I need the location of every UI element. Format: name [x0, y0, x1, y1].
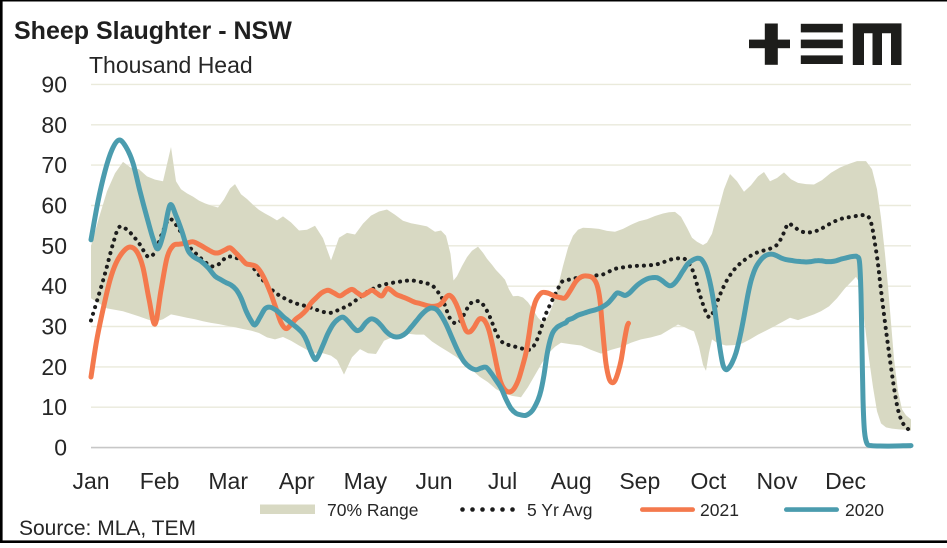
svg-text:Mar: Mar — [208, 468, 248, 494]
svg-text:70% Range: 70% Range — [327, 500, 418, 520]
svg-text:2021: 2021 — [700, 500, 739, 520]
svg-text:May: May — [344, 468, 388, 494]
svg-text:0: 0 — [54, 435, 67, 461]
svg-text:60: 60 — [41, 193, 67, 219]
svg-text:Jul: Jul — [488, 468, 517, 494]
svg-text:50: 50 — [41, 233, 67, 259]
svg-text:Jun: Jun — [415, 468, 452, 494]
svg-text:30: 30 — [41, 314, 67, 340]
svg-text:2020: 2020 — [845, 500, 884, 520]
svg-text:Jan: Jan — [72, 468, 109, 494]
svg-text:Sheep Slaughter - NSW: Sheep Slaughter - NSW — [14, 17, 292, 45]
svg-text:5 Yr Avg: 5 Yr Avg — [527, 500, 593, 520]
svg-text:Feb: Feb — [140, 468, 180, 494]
svg-text:40: 40 — [41, 273, 67, 299]
svg-text:Sep: Sep — [619, 468, 660, 494]
svg-text:Dec: Dec — [825, 468, 866, 494]
svg-text:90: 90 — [41, 71, 67, 97]
svg-text:Oct: Oct — [691, 468, 727, 494]
svg-text:Nov: Nov — [757, 468, 798, 494]
svg-text:80: 80 — [41, 112, 67, 138]
svg-text:Aug: Aug — [551, 468, 592, 494]
svg-text:Thousand Head: Thousand Head — [89, 52, 253, 78]
svg-text:Source: MLA, TEM: Source: MLA, TEM — [19, 517, 196, 540]
svg-text:20: 20 — [41, 354, 67, 380]
svg-text:70: 70 — [41, 152, 67, 178]
svg-text:10: 10 — [41, 394, 67, 420]
svg-text:Apr: Apr — [279, 468, 315, 494]
